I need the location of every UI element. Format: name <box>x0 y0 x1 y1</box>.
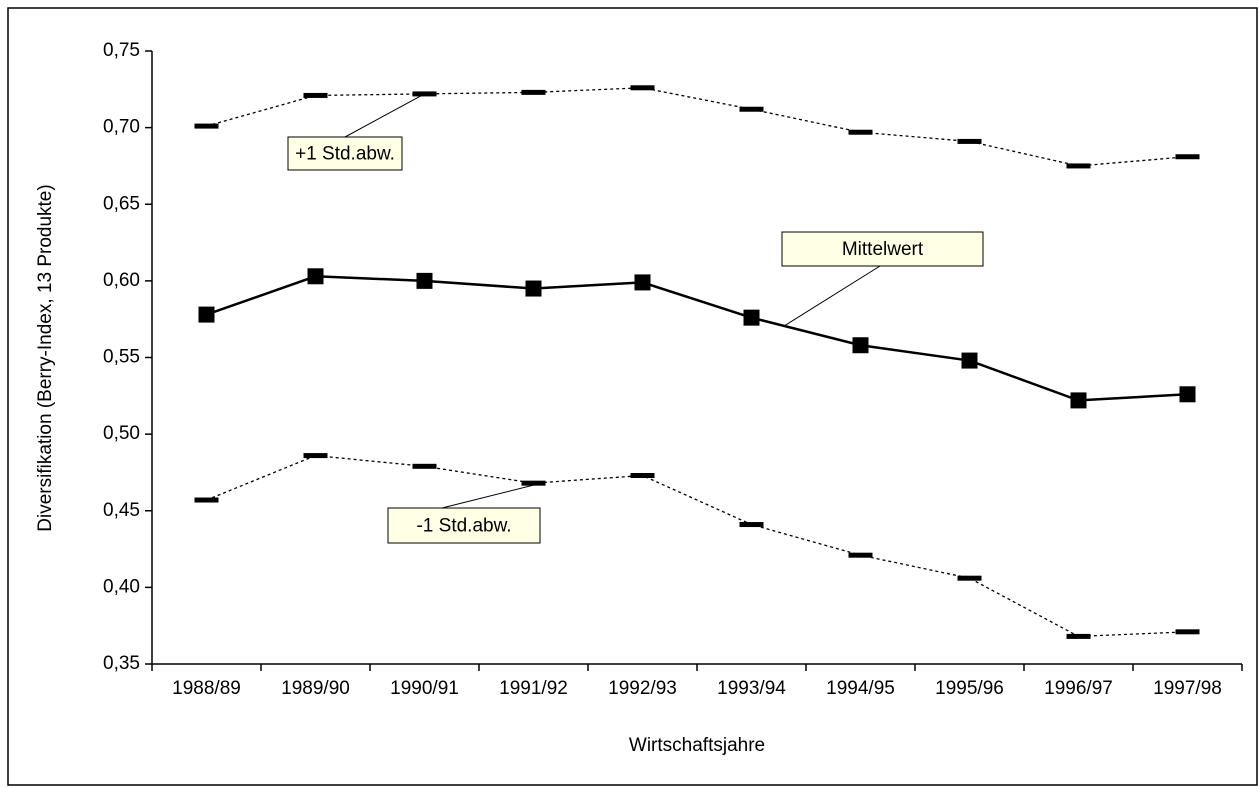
marker <box>739 522 764 528</box>
x-tick-label: 1991/92 <box>499 678 568 699</box>
marker <box>412 463 437 469</box>
marker <box>521 89 546 95</box>
y-tick-label: 0,60 <box>103 270 140 291</box>
y-tick-label: 0,65 <box>103 193 140 214</box>
marker <box>957 575 982 581</box>
series-line <box>206 454 1188 638</box>
callout-leader <box>344 93 425 138</box>
marker <box>848 552 873 558</box>
marker <box>303 453 328 459</box>
series-label: -1 Std.abw. <box>416 516 511 537</box>
marker <box>961 352 978 369</box>
series-label: Mittelwert <box>842 239 924 260</box>
y-tick-label: 0,70 <box>103 117 140 138</box>
x-tick-label: 1997/98 <box>1153 678 1222 699</box>
marker <box>743 309 760 326</box>
callout-box <box>781 231 984 267</box>
marker <box>307 268 324 285</box>
marker <box>416 272 433 289</box>
x-tick-label: 1988/89 <box>172 678 241 699</box>
y-tick-label: 0,50 <box>103 423 140 444</box>
x-tick-label: 1996/97 <box>1044 678 1113 699</box>
marker <box>194 497 219 503</box>
x-tick-label: 1990/91 <box>390 678 459 699</box>
chart-frame <box>7 7 1258 786</box>
series-line <box>206 275 1188 402</box>
y-tick-label: 0,55 <box>103 347 140 368</box>
y-tick-label: 0,45 <box>103 500 140 521</box>
marker <box>1175 629 1200 635</box>
marker <box>852 337 869 354</box>
marker <box>1179 386 1196 403</box>
callout-box <box>387 507 541 544</box>
y-axis-label: Diversifikation (Berry-Index, 13 Produkt… <box>35 184 56 531</box>
marker <box>630 85 655 91</box>
callout-leader <box>441 481 545 509</box>
x-axis-label: Wirtschaftsjahre <box>629 735 765 756</box>
marker <box>1066 633 1091 639</box>
marker <box>634 274 651 291</box>
x-tick-label: 1993/94 <box>717 678 786 699</box>
callout-box <box>287 136 403 171</box>
marker <box>194 123 219 129</box>
series-label: +1 Std.abw. <box>295 144 395 165</box>
y-tick-label: 0,40 <box>103 576 140 597</box>
marker <box>198 306 215 323</box>
marker <box>525 280 542 297</box>
marker <box>1066 163 1091 169</box>
marker <box>630 473 655 479</box>
x-tick-label: 1992/93 <box>608 678 677 699</box>
marker <box>521 480 546 486</box>
x-tick-label: 1994/95 <box>826 678 895 699</box>
marker <box>303 92 328 98</box>
x-tick-label: 1989/90 <box>281 678 350 699</box>
marker <box>957 138 982 144</box>
x-tick-label: 1995/96 <box>935 678 1004 699</box>
marker <box>1070 392 1087 409</box>
callout-leader <box>783 265 881 327</box>
marker <box>739 106 764 112</box>
y-tick-label: 0,75 <box>103 40 140 61</box>
series-line <box>206 87 1188 167</box>
marker <box>848 129 873 135</box>
marker <box>1175 154 1200 160</box>
y-tick-label: 0,35 <box>103 653 140 674</box>
